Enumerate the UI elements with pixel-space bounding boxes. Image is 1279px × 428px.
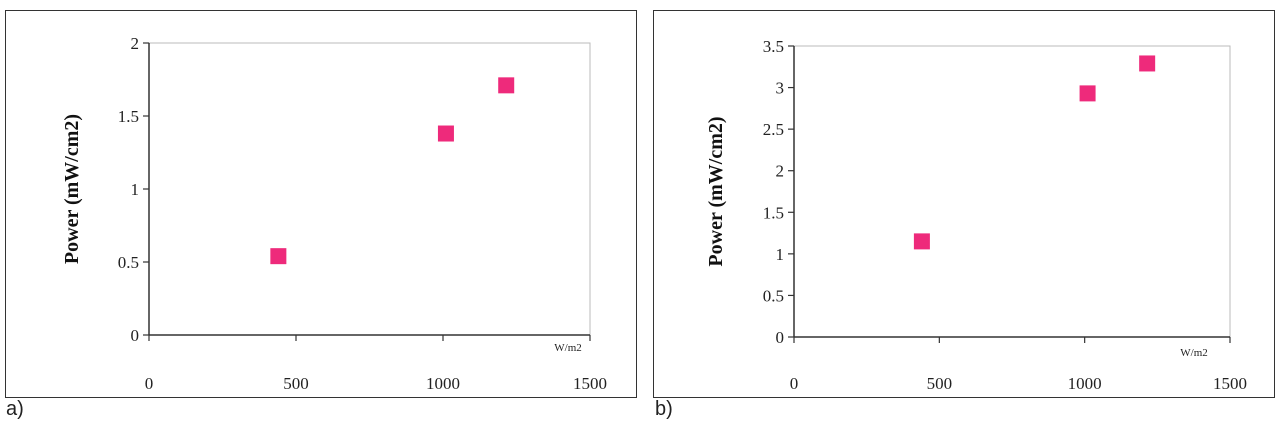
x-tick-label: 500 <box>283 374 309 393</box>
x-tick-label: 1500 <box>573 374 607 393</box>
y-tick-label: 2.5 <box>763 120 784 139</box>
y-tick-label: 1 <box>131 180 140 199</box>
data-point-b-3 <box>1139 55 1156 72</box>
y-tick-label: 2 <box>131 34 140 53</box>
y-tick-label: 2 <box>776 162 785 181</box>
x-tick-label: 0 <box>790 374 799 393</box>
chart-panel-a: 0 0.5 1 1.5 2 0 500 1000 1500 Power (mW/cm2) W/m2 <box>5 10 637 398</box>
y-tick-label: 1.5 <box>763 203 784 222</box>
y-axis-title-b: Power (mW/cm2) <box>705 116 727 266</box>
x-tick-label: 0 <box>145 374 154 393</box>
y-tick-label: 0 <box>776 328 785 347</box>
chart-panel-b: 0 0.5 1 1.5 2 2.5 3 3.5 0 500 1000 1500 Power (mW/cm… <box>653 10 1275 398</box>
y-tick-label: 0.5 <box>763 286 784 305</box>
y-axis-title-a: Power (mW/cm2) <box>61 114 83 264</box>
chart-b-svg: 0 0.5 1 1.5 2 2.5 3 3.5 0 500 1000 1500 Power (mW/cm… <box>705 37 1247 393</box>
data-point-a-3 <box>498 77 515 94</box>
chart-a-svg: 0 0.5 1 1.5 2 0 500 1000 1500 Power (mW/cm2) W/m2 <box>61 34 607 393</box>
y-tick-label: 3.5 <box>763 37 784 56</box>
plot-area-a <box>148 42 591 336</box>
x-axis-unit-a: W/m2 <box>554 342 582 354</box>
x-tick-label: 1000 <box>1068 374 1102 393</box>
panel-label-a: a) <box>6 398 24 420</box>
data-point-a-1 <box>270 248 287 265</box>
x-axis-unit-b: W/m2 <box>1180 347 1208 359</box>
y-tick-label: 0 <box>131 326 140 345</box>
data-point-b-2 <box>1079 85 1096 102</box>
x-tick-label: 500 <box>927 374 953 393</box>
y-tick-label: 0.5 <box>118 253 139 272</box>
data-point-a-2 <box>437 125 454 142</box>
plot-area-b <box>793 45 1231 338</box>
y-tick-label: 1 <box>776 245 785 264</box>
x-tick-label: 1000 <box>426 374 460 393</box>
panel-label-b: b) <box>655 398 673 420</box>
data-point-b-1 <box>913 233 930 250</box>
y-tick-label: 3 <box>776 79 785 98</box>
x-tick-label: 1500 <box>1213 374 1247 393</box>
y-tick-label: 1.5 <box>118 107 139 126</box>
